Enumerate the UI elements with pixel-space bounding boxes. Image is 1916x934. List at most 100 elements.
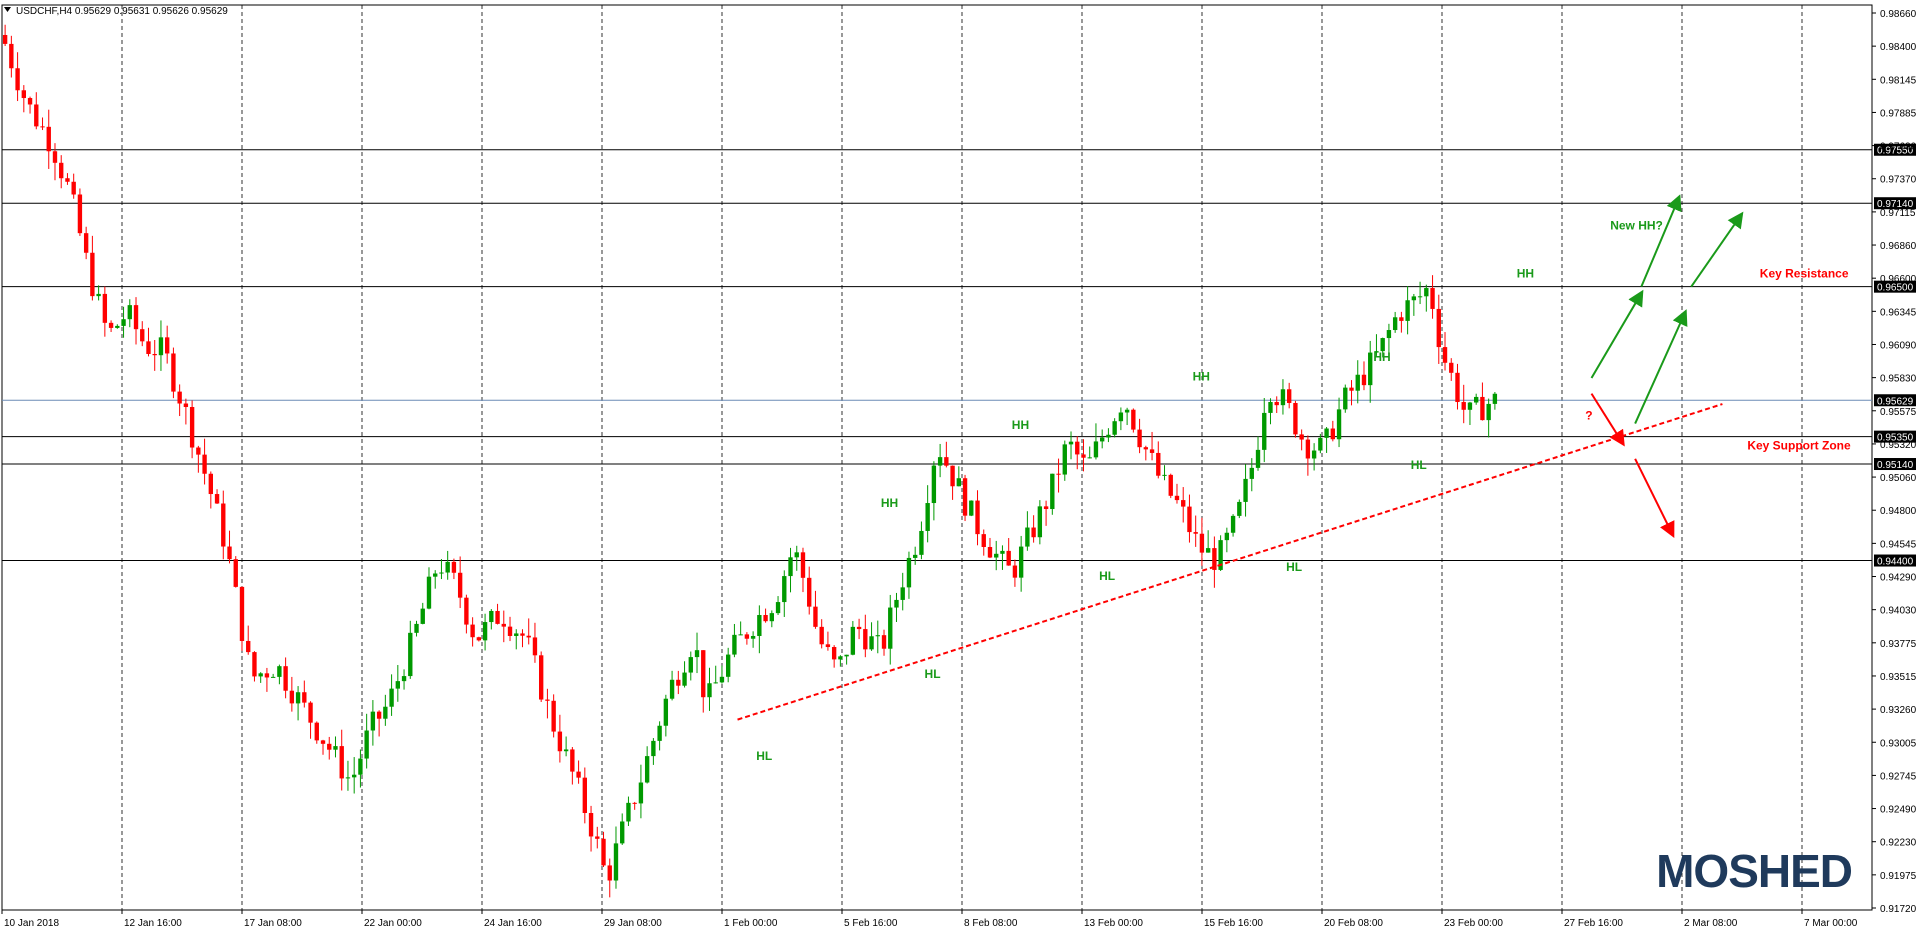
support-trendline [737, 403, 1723, 721]
bear-candle [1480, 396, 1485, 421]
bear-candle [1461, 402, 1466, 410]
y-tick-label: 0.93775 [1880, 639, 1916, 650]
bear-candle [1199, 533, 1205, 553]
y-tick-label: 0.95830 [1880, 374, 1916, 385]
x-tick-label: 17 Jan 08:00 [244, 918, 302, 929]
x-tick-label: 12 Jan 16:00 [124, 918, 182, 929]
bear-candle [819, 626, 824, 645]
bear-candle [975, 500, 980, 535]
bull-candle [782, 576, 787, 603]
bull-candle [894, 599, 899, 608]
bear-candle [576, 771, 581, 778]
bull-candle [258, 673, 263, 677]
bull-candle [1100, 437, 1105, 442]
bull-candle [1474, 396, 1479, 403]
chart-annotation-label: HH [1373, 350, 1390, 364]
grid [1, 4, 1873, 911]
bull-candle [669, 679, 675, 699]
bear-candle [457, 572, 463, 598]
bear-candle [1193, 532, 1198, 534]
bear-candle [9, 43, 14, 69]
bull-candle [657, 725, 662, 741]
bull-candle [1062, 444, 1067, 475]
bull-candle [270, 676, 276, 678]
bear-candle [1305, 439, 1311, 459]
bear-candle [962, 478, 968, 516]
bull-candle [694, 650, 700, 658]
bull-candle [514, 633, 519, 636]
bull-candle [869, 636, 874, 650]
bear-candle [825, 644, 831, 648]
bull-candle [769, 613, 774, 622]
bull-candle [345, 777, 351, 779]
y-tick-label: 0.97115 [1880, 208, 1916, 219]
chart-annotation-label: Key Support Zone [1747, 439, 1851, 453]
chart-annotation-label: HH [1517, 267, 1534, 281]
bear-candle [1137, 429, 1142, 448]
bear-candle [1187, 506, 1192, 533]
bull-candle [925, 503, 930, 531]
bear-candle [289, 690, 295, 704]
x-tick-label: 24 Jan 16:00 [484, 918, 542, 929]
bear-candle [831, 647, 837, 660]
bear-candle [501, 623, 506, 627]
bull-candle [1405, 300, 1410, 321]
bear-candle [464, 597, 469, 625]
bear-candle [1349, 387, 1354, 391]
bull-candle [788, 557, 793, 577]
y-tick-label: 0.97885 [1880, 108, 1916, 119]
bear-candle [339, 746, 344, 779]
level-price-tag [1874, 430, 1916, 443]
bull-candle [937, 457, 943, 466]
bull-candle [277, 666, 282, 677]
y-tick-label: 0.94030 [1880, 606, 1916, 617]
y-tick-label: 0.91720 [1880, 904, 1916, 915]
bull-candle [1068, 441, 1074, 445]
bear-candle [1075, 441, 1080, 455]
bear-candle [376, 711, 382, 719]
bear-candle [532, 637, 538, 656]
bull-candle [1467, 402, 1473, 410]
y-axis: 0.98660 0.98400 0.98145 0.97885 0.97630 0.973… [1872, 9, 1916, 915]
bull-candle [1249, 467, 1254, 479]
bull-candle [726, 654, 731, 677]
bear-candle [881, 635, 887, 649]
dropdown-triangle-icon[interactable] [4, 7, 11, 12]
bull-candle [408, 632, 413, 677]
bear-candle [183, 403, 189, 408]
bull-candle [757, 615, 762, 636]
chart-annotation-label: HL [1099, 569, 1115, 583]
bear-candle [607, 865, 612, 881]
x-tick-label: 23 Feb 00:00 [1444, 918, 1503, 929]
bull-candle [1124, 409, 1130, 413]
bull-candle [620, 821, 625, 844]
bear-candle [1174, 495, 1180, 501]
bull-candle [295, 692, 301, 704]
bull-candle [1311, 450, 1317, 459]
x-axis: 10 Jan 2018 12 Jan 16:00 17 Jan 08:00 22 Ja… [1, 910, 1858, 929]
bear-candle [140, 329, 145, 342]
bear-candle [676, 679, 681, 686]
bear-candle [476, 637, 482, 641]
bear-candle [2, 34, 8, 44]
bear-candle [202, 454, 207, 474]
bull-candle [750, 635, 756, 639]
bear-candle [1455, 372, 1460, 403]
bull-candle [489, 610, 494, 623]
bear-candle [59, 162, 64, 179]
bear-candle [34, 104, 39, 127]
level-price-tag [1874, 554, 1916, 567]
bear-candle [595, 836, 600, 839]
bear-candle [763, 615, 768, 622]
y-tick-label: 0.92745 [1880, 771, 1916, 782]
bull-candle [638, 782, 644, 804]
bear-candle [283, 666, 288, 691]
bull-candle [426, 576, 432, 609]
bull-candle [906, 557, 912, 588]
bear-candle [252, 652, 257, 677]
red-projection-arrow [1634, 458, 1675, 539]
bull-candle [1424, 288, 1429, 297]
candles [2, 24, 1498, 898]
bull-candle [370, 711, 376, 731]
bear-candle [1149, 449, 1155, 453]
